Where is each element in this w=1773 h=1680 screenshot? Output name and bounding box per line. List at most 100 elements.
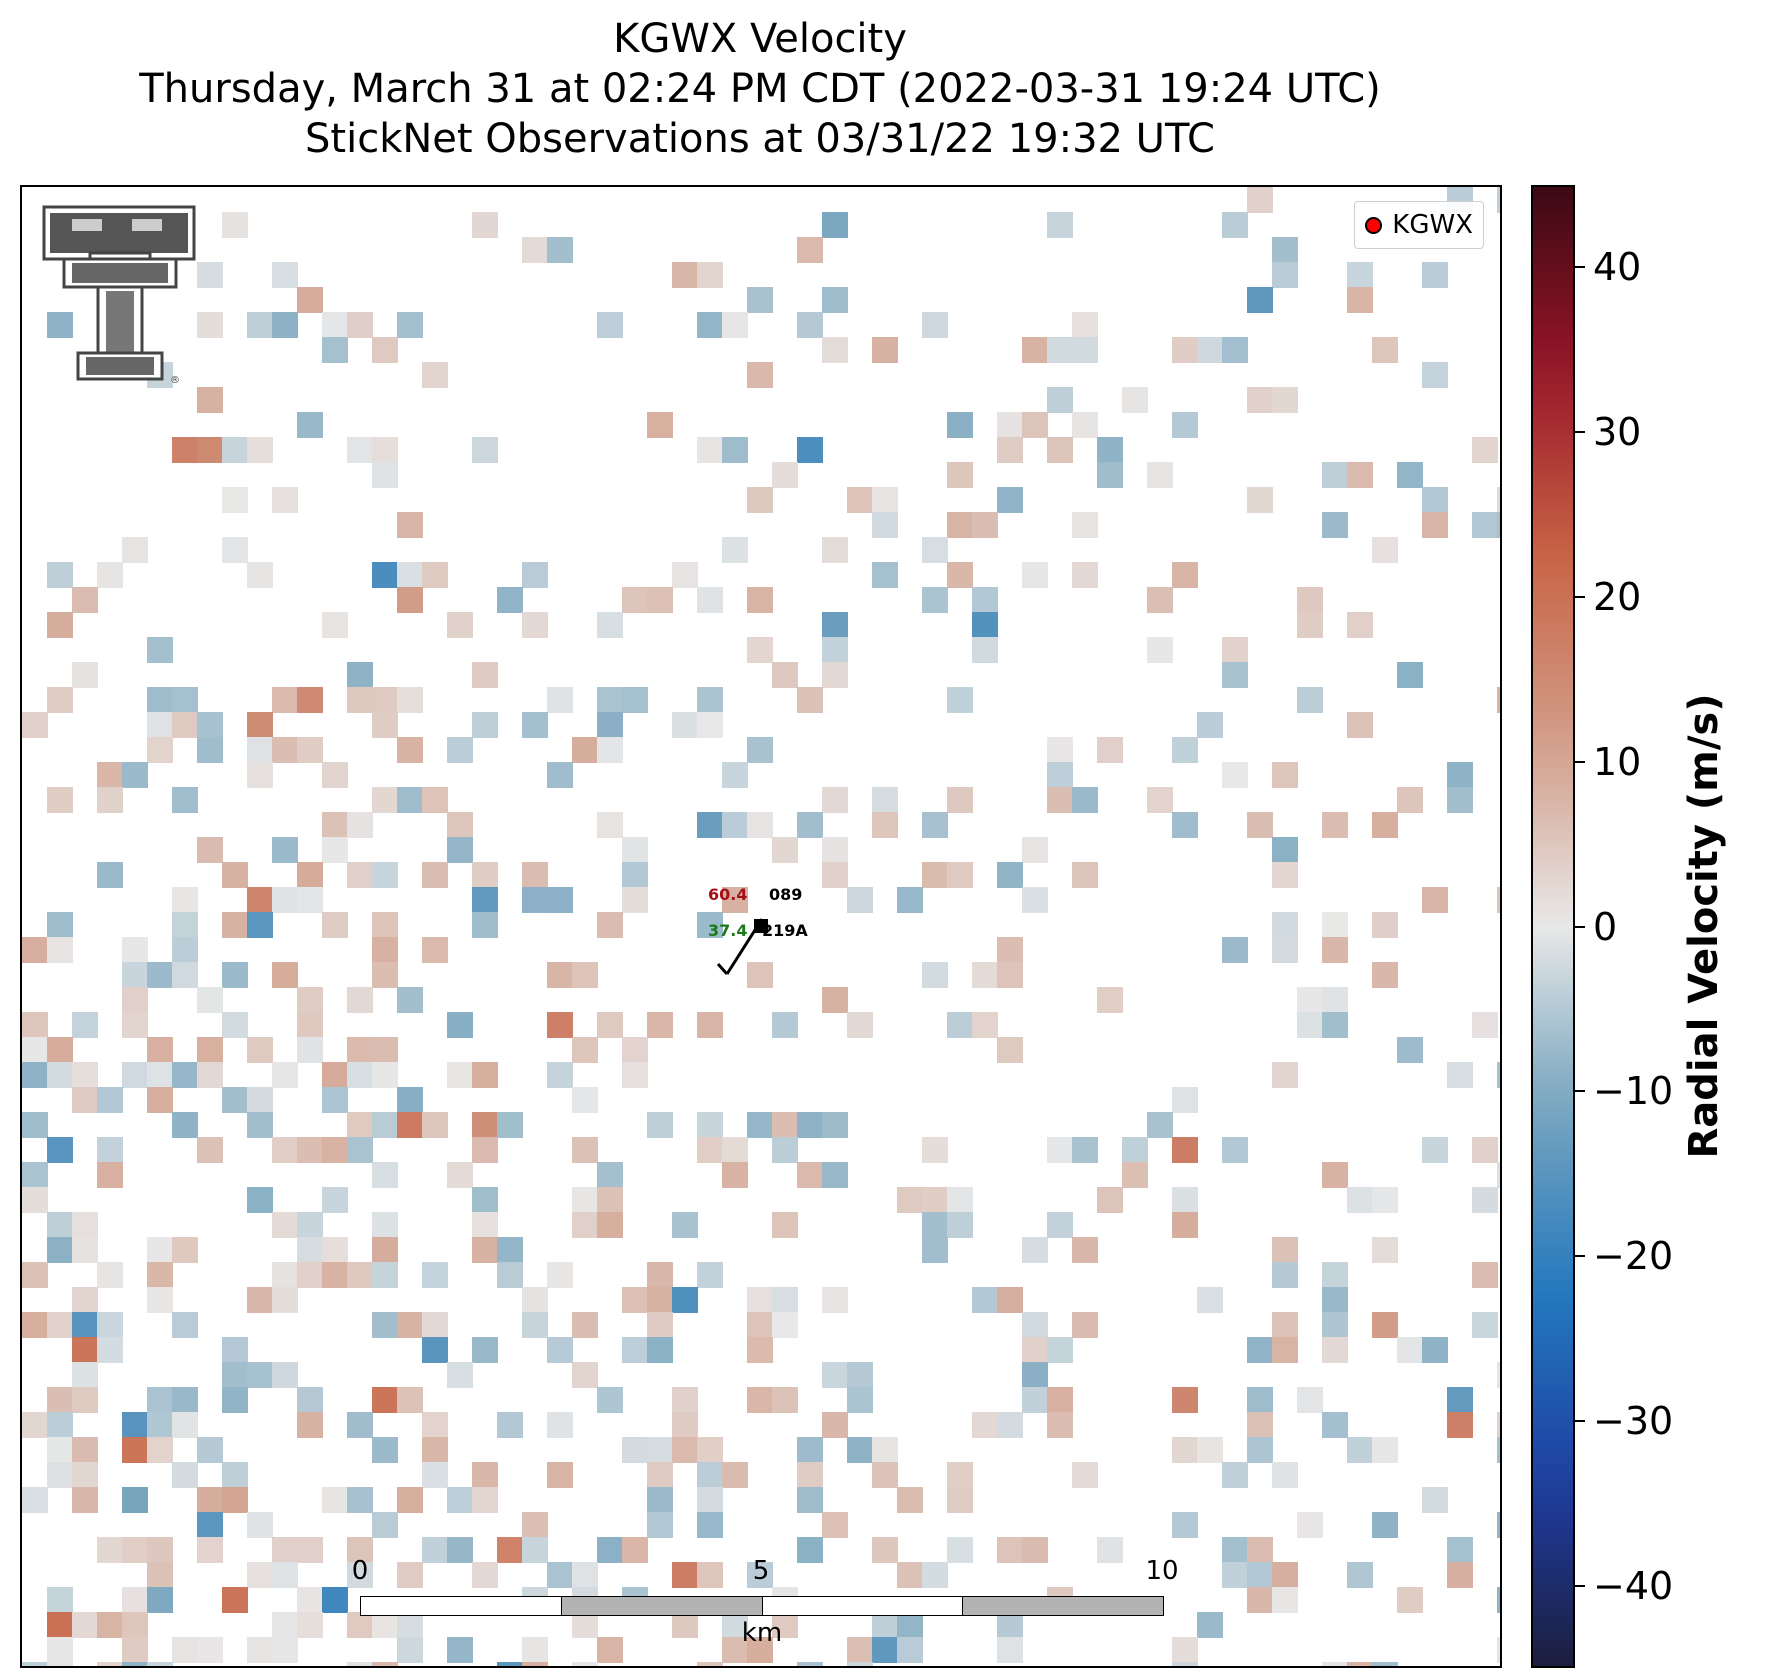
velocity-pixel [322,912,348,938]
velocity-pixel [372,1612,398,1638]
velocity-pixel [147,712,173,738]
velocity-pixel [522,1662,548,1666]
velocity-pixel [672,562,698,588]
velocity-pixel [1472,1137,1498,1163]
velocity-colorbar [1531,185,1575,1668]
velocity-pixel [422,862,448,888]
velocity-pixel [347,1537,373,1563]
velocity-pixel [322,312,348,338]
velocity-pixel [1272,862,1298,888]
velocity-pixel [397,1562,423,1588]
velocity-pixel [822,287,848,313]
velocity-pixel [1272,237,1298,263]
velocity-pixel [172,1312,198,1338]
velocity-pixel [47,1462,73,1488]
velocity-pixel [197,987,223,1013]
velocity-pixel [1147,637,1173,663]
velocity-pixel [322,1062,348,1088]
velocity-pixel [822,787,848,813]
velocity-pixel [347,1412,373,1438]
colorbar-tick: −20 [1574,1237,1673,1275]
velocity-pixel [22,1487,48,1513]
velocity-pixel [1172,1212,1198,1238]
velocity-pixel [1397,1337,1423,1363]
velocity-pixel [1272,762,1298,788]
velocity-pixel [422,1312,448,1338]
velocity-pixel [197,712,223,738]
velocity-pixel [97,1087,123,1113]
velocity-pixel [397,512,423,538]
velocity-pixel [1197,712,1223,738]
velocity-pixel [1472,1262,1498,1288]
velocity-pixel [147,1262,173,1288]
velocity-pixel [372,1512,398,1538]
velocity-pixel [247,912,273,938]
velocity-pixel [422,787,448,813]
velocity-pixel [622,862,648,888]
velocity-pixel [297,887,323,913]
velocity-pixel [1422,1337,1448,1363]
velocity-pixel [572,1312,598,1338]
colorbar-tick: 40 [1574,248,1641,286]
velocity-pixel [597,1187,623,1213]
velocity-pixel [947,1462,973,1488]
velocity-pixel [372,687,398,713]
velocity-pixel [722,537,748,563]
velocity-pixel [797,1437,823,1463]
velocity-pixel [272,1537,298,1563]
velocity-pixel [172,1387,198,1413]
velocity-pixel [322,1087,348,1113]
velocity-pixel [472,1237,498,1263]
velocity-pixel [72,1487,98,1513]
velocity-pixel [97,1337,123,1363]
velocity-pixel [1272,837,1298,863]
velocity-pixel [972,1012,998,1038]
velocity-pixel [1472,1312,1498,1338]
velocity-pixel [1322,1287,1348,1313]
velocity-pixel [1222,637,1248,663]
velocity-pixel [147,1587,173,1613]
velocity-pixel [1347,287,1373,313]
velocity-pixel [147,1662,173,1666]
velocity-pixel [1322,937,1348,963]
velocity-pixel [172,937,198,963]
velocity-pixel [447,1537,473,1563]
velocity-pixel [397,1637,423,1663]
velocity-pixel [547,1462,573,1488]
velocity-pixel [1072,312,1098,338]
velocity-pixel [722,1612,748,1638]
velocity-pixel [1372,962,1398,988]
velocity-pixel [522,562,548,588]
velocity-pixel [1072,337,1098,363]
velocity-pixel [297,1212,323,1238]
velocity-pixel [22,1187,48,1213]
velocity-pixel [797,1112,823,1138]
velocity-pixel [97,1537,123,1563]
velocity-pixel [1122,1137,1148,1163]
velocity-pixel [247,1187,273,1213]
velocity-pixel [272,837,298,863]
velocity-pixel [1047,1137,1073,1163]
velocity-pixel [597,612,623,638]
velocity-pixel [422,1537,448,1563]
colorbar-tick: −10 [1574,1072,1673,1110]
velocity-pixel [1422,512,1448,538]
velocity-pixel [97,787,123,813]
velocity-pixel [197,1137,223,1163]
radar-map[interactable]: ® KGWX 60.4 089 37.4 219A 0 5 10 km [20,185,1502,1668]
velocity-pixel [422,937,448,963]
velocity-pixel [222,487,248,513]
velocity-pixel [747,962,773,988]
velocity-pixel [497,1412,523,1438]
velocity-pixel [622,1437,648,1463]
velocity-pixel [772,1287,798,1313]
scale-bar: 0 5 10 km [352,1556,1179,1666]
velocity-pixel [147,1037,173,1063]
velocity-pixel [1197,1612,1223,1638]
velocity-pixel [397,1612,423,1638]
velocity-pixel [447,1362,473,1388]
velocity-pixel [322,1187,348,1213]
velocity-pixel [1022,562,1048,588]
velocity-pixel [322,1587,348,1613]
velocity-pixel [797,1662,823,1666]
